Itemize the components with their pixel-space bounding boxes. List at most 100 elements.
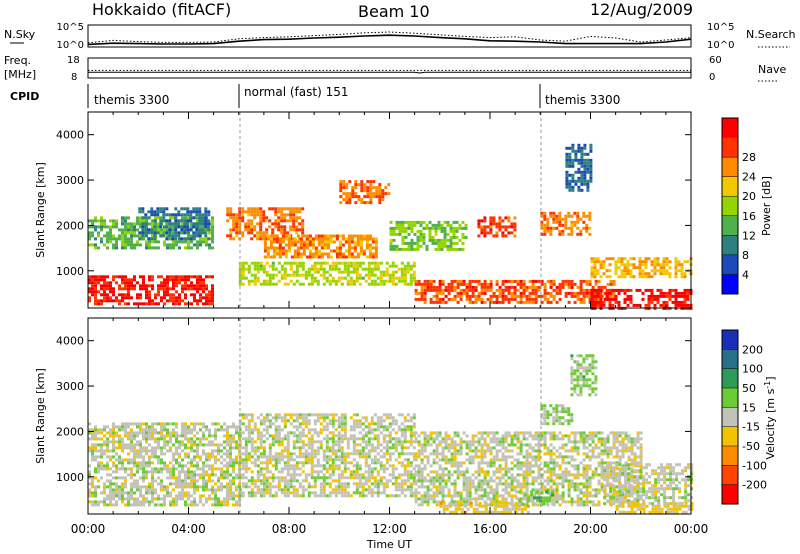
velocity-cell xyxy=(382,452,386,456)
power-cell xyxy=(416,247,420,251)
power-cell xyxy=(510,231,514,235)
velocity-cell xyxy=(178,473,181,477)
velocity-cell xyxy=(172,464,175,468)
velocity-cell xyxy=(355,425,359,429)
power-cell xyxy=(540,220,544,224)
velocity-cell xyxy=(307,437,311,441)
velocity-cell xyxy=(334,452,338,456)
power-cell xyxy=(175,278,178,282)
velocity-cell xyxy=(202,443,205,447)
power-cell xyxy=(429,288,433,292)
power-cell xyxy=(139,287,142,291)
power-cell xyxy=(443,244,447,248)
velocity-cell xyxy=(112,503,115,507)
power-cell xyxy=(576,294,580,298)
velocity-cell xyxy=(223,422,226,426)
power-cell xyxy=(323,246,327,250)
velocity-cell xyxy=(319,464,323,468)
power-cell xyxy=(166,281,169,285)
velocity-cell xyxy=(103,467,106,471)
power-cell xyxy=(97,275,100,279)
velocity-cell xyxy=(217,485,220,489)
velocity-cell xyxy=(268,449,272,453)
power-cell xyxy=(452,220,456,224)
power-cell xyxy=(435,294,439,298)
velocity-cell xyxy=(313,491,317,495)
velocity-cell xyxy=(420,467,424,471)
velocity-cell xyxy=(244,428,248,432)
power-cell xyxy=(144,216,148,220)
velocity-cell xyxy=(412,434,416,438)
velocity-cell xyxy=(361,482,365,486)
power-cell xyxy=(458,226,462,230)
velocity-cell xyxy=(376,440,380,444)
velocity-cell xyxy=(444,458,448,462)
power-cell xyxy=(453,288,457,292)
velocity-cell xyxy=(400,446,404,450)
velocity-cell xyxy=(406,419,410,423)
velocity-cell xyxy=(355,437,359,441)
power-cell xyxy=(580,161,584,165)
velocity-cell xyxy=(91,458,94,462)
velocity-cell xyxy=(115,425,118,429)
power-cell xyxy=(440,241,444,245)
velocity-cell xyxy=(334,488,338,492)
velocity-cell xyxy=(298,482,302,486)
power-cell xyxy=(650,291,654,295)
velocity-cell xyxy=(310,461,314,465)
power-cell xyxy=(196,219,199,223)
power-cell xyxy=(549,294,553,298)
power-cell xyxy=(172,275,175,279)
power-cell xyxy=(207,210,211,214)
velocity-cell xyxy=(358,452,362,456)
power-cell xyxy=(205,275,208,279)
power-cell xyxy=(674,291,678,295)
power-cell xyxy=(425,226,429,230)
power-cell xyxy=(674,269,678,273)
power-cell xyxy=(338,246,342,250)
velocity-cell xyxy=(97,431,100,435)
velocity-cell xyxy=(376,452,380,456)
power-cell xyxy=(365,246,369,250)
velocity-cell xyxy=(397,425,401,429)
power-cell xyxy=(543,282,547,286)
power-cell xyxy=(307,270,311,274)
power-cell xyxy=(293,249,297,253)
power-cell xyxy=(564,214,568,218)
velocity-cell xyxy=(259,434,263,438)
power-cell xyxy=(568,155,572,159)
velocity-cell xyxy=(250,413,254,417)
power-cell xyxy=(284,255,288,259)
power-cell xyxy=(241,216,245,220)
velocity-cell xyxy=(465,467,469,471)
power-cell xyxy=(516,279,520,283)
power-cell xyxy=(88,287,91,291)
power-cell xyxy=(594,279,598,283)
power-cell xyxy=(537,288,541,292)
power-cell xyxy=(156,231,160,235)
power-cell xyxy=(449,241,453,245)
power-cell xyxy=(186,213,190,217)
power-cell xyxy=(141,207,145,211)
power-cell xyxy=(316,279,320,283)
power-cell xyxy=(274,219,278,223)
power-cell xyxy=(169,278,172,282)
power-cell xyxy=(320,255,324,259)
velocity-cell xyxy=(214,500,217,504)
velocity-cell xyxy=(358,443,362,447)
power-cell xyxy=(311,237,315,241)
power-cell xyxy=(596,272,600,276)
power-cell xyxy=(323,234,327,238)
power-cell xyxy=(543,217,547,221)
power-cell xyxy=(271,207,275,211)
power-cell xyxy=(570,220,574,224)
velocity-cell xyxy=(346,443,350,447)
power-cell xyxy=(148,240,151,244)
velocity-cell xyxy=(235,458,238,462)
velocity-cell xyxy=(91,431,94,435)
velocity-cell xyxy=(100,443,103,447)
velocity-cell xyxy=(417,485,421,489)
power-cell xyxy=(238,276,242,280)
power-cell xyxy=(124,237,127,241)
velocity-cell xyxy=(175,446,178,450)
